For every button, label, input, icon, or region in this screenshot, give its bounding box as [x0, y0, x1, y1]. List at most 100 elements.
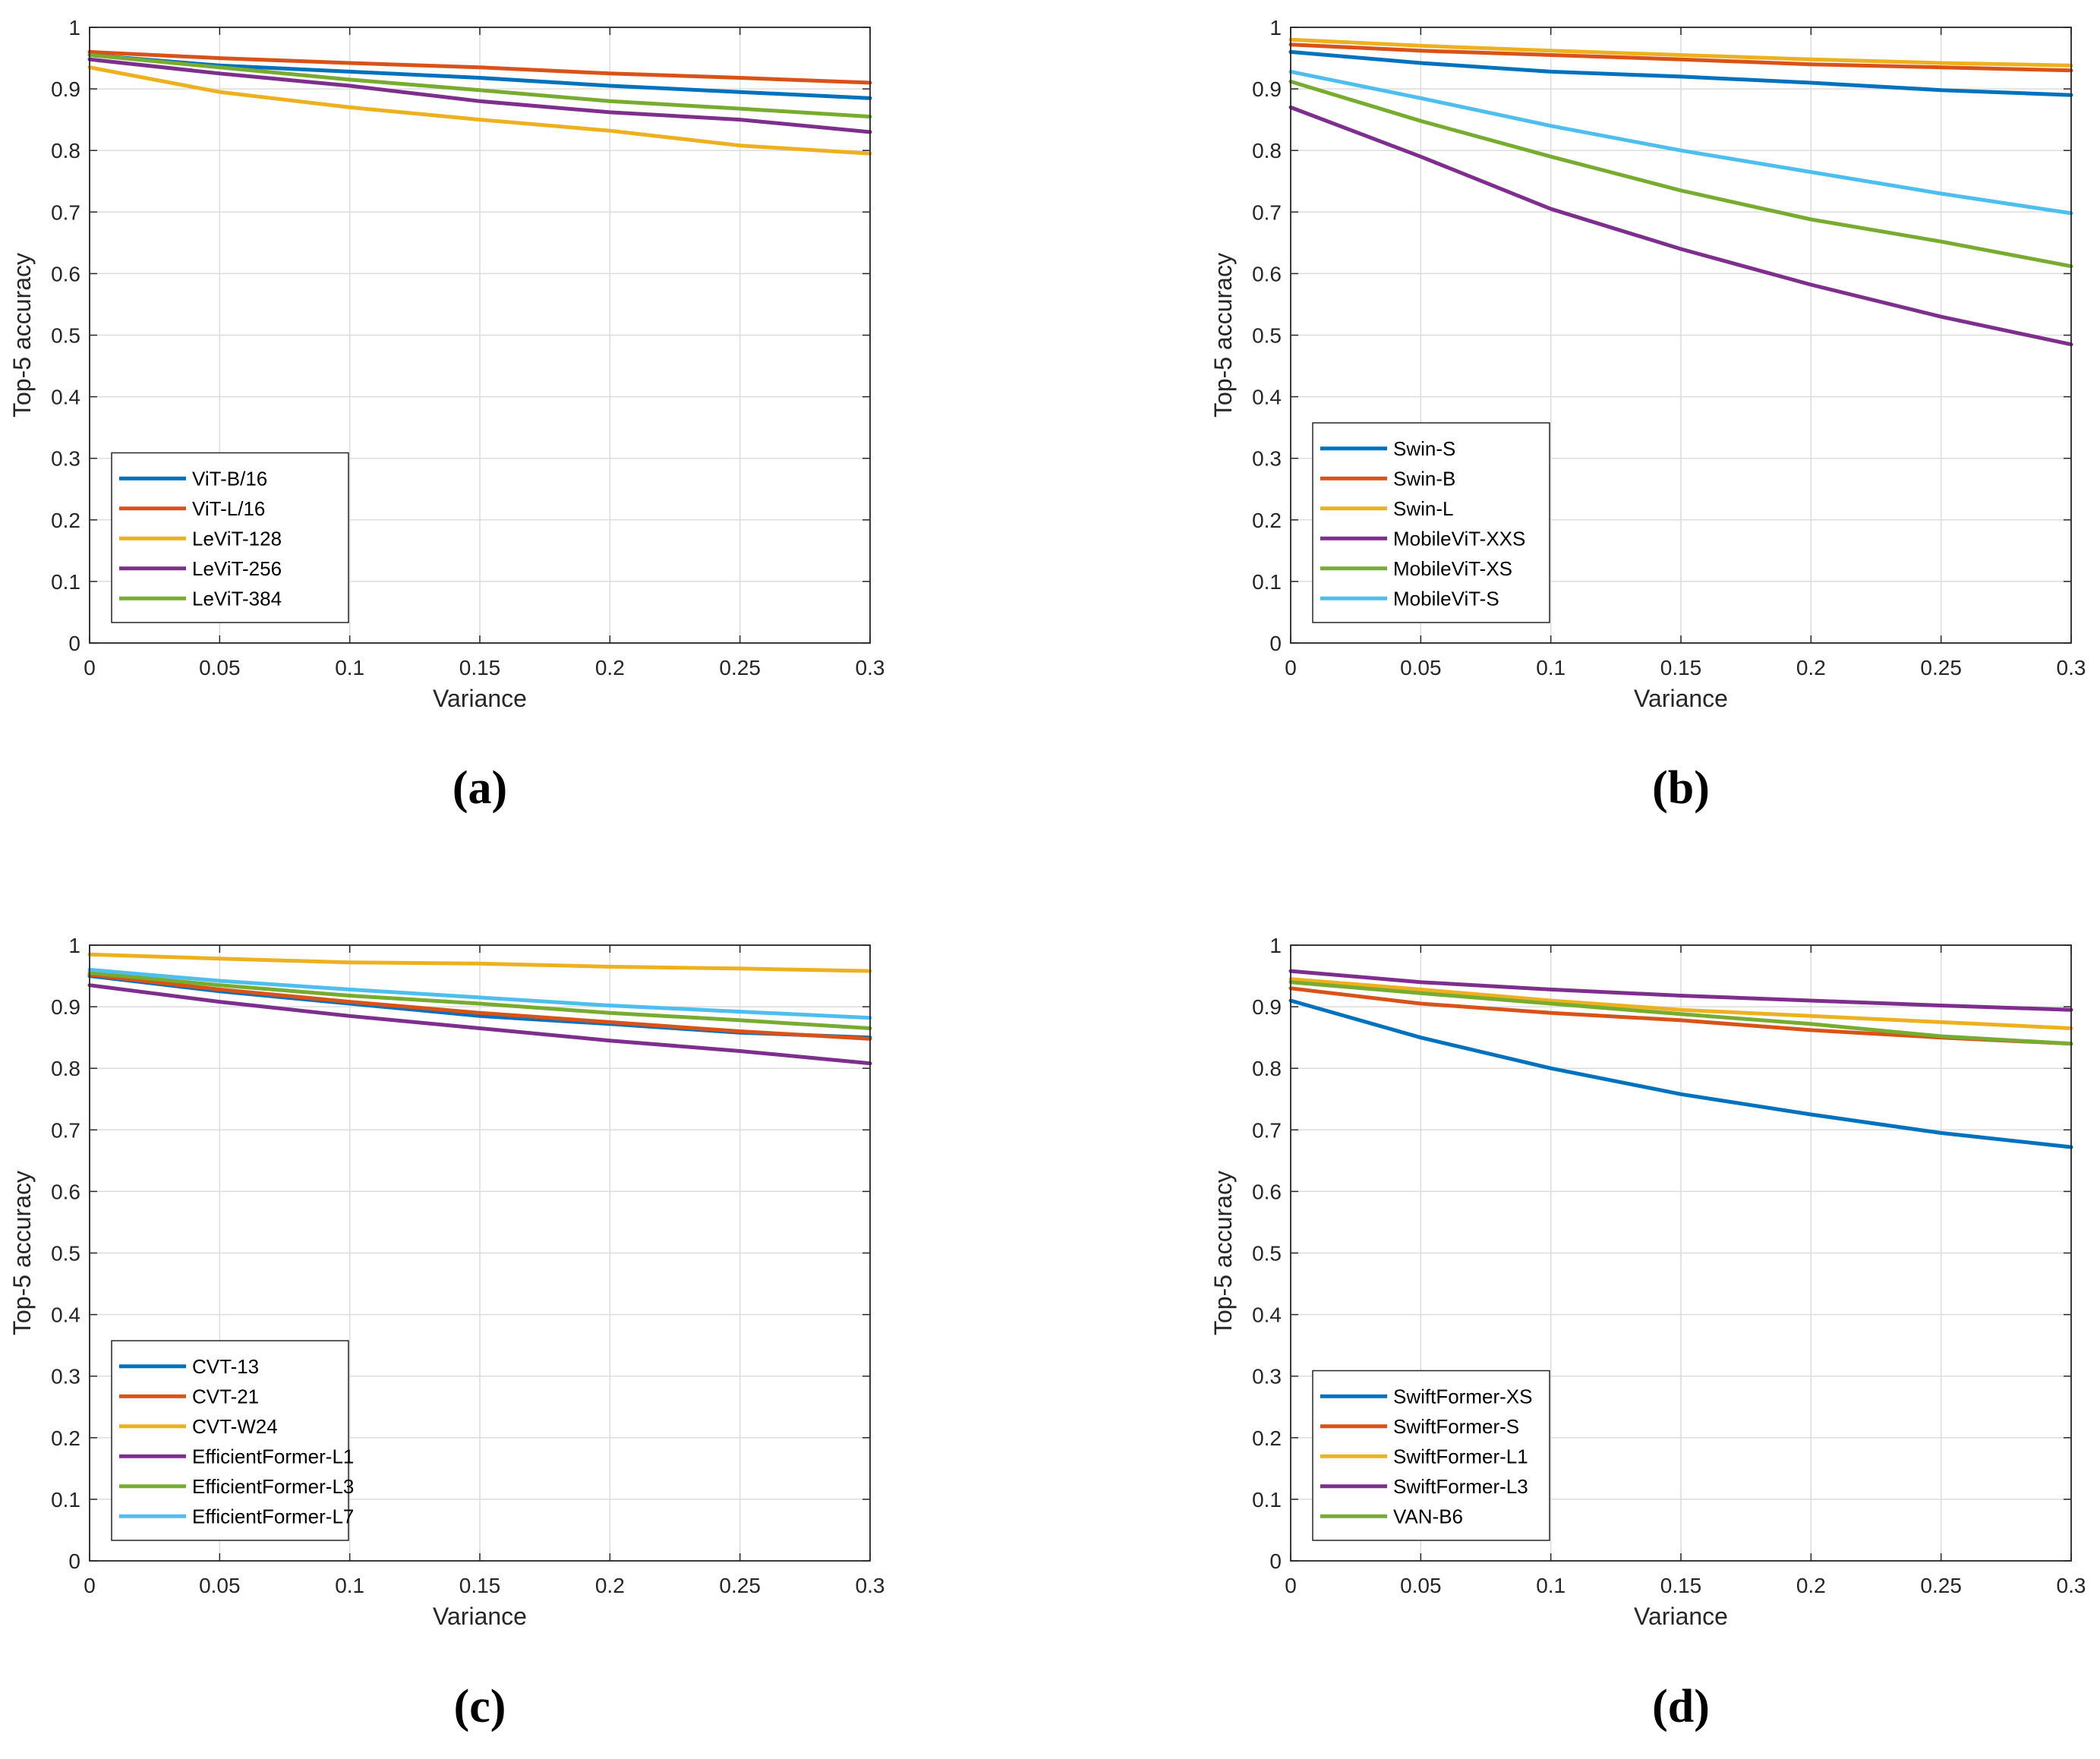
legend-entry: SwiftFormer-L3 [1393, 1475, 1528, 1498]
y-tick-label: 0.7 [51, 1118, 80, 1142]
x-tick-label: 0.25 [1920, 656, 1962, 679]
x-axis-label: Variance [433, 685, 527, 712]
chart-panel-1: 0 0.1 0.2 0.3 0.4 0.5 0.6 0.7 0.8 0.9 1 0 0.05 0.1 0.1… [8, 16, 884, 814]
x-tick-label: 0.15 [459, 1574, 501, 1597]
series-line-mobilevit-xxs [1288, 105, 2073, 347]
series-line-swiftformer-l1 [1288, 977, 2073, 1030]
legend-entry: VAN-B6 [1393, 1505, 1463, 1527]
x-axis-label: Variance [1634, 1603, 1728, 1630]
legend-entry: EfficientFormer-L1 [192, 1445, 354, 1467]
series-line-vit-l-16 [87, 49, 872, 85]
y-tick-label: 0.6 [51, 262, 80, 285]
y-tick-label: 0.5 [1252, 1242, 1282, 1266]
legend-entry: CVT-13 [192, 1355, 259, 1378]
y-tick-label: 0.8 [51, 1057, 80, 1080]
series-line-levit-384 [87, 53, 872, 119]
legend-entry: EfficientFormer-L7 [192, 1505, 354, 1527]
y-tick-label: 0 [68, 1549, 80, 1573]
y-axis-label: Top-5 accuracy [1209, 253, 1237, 418]
y-tick-label: 0.6 [51, 1180, 80, 1203]
y-tick-label: 0.4 [1252, 386, 1282, 409]
panel-caption: (d) [1652, 1681, 1710, 1732]
chart-panel-3: 0 0.1 0.2 0.3 0.4 0.5 0.6 0.7 0.8 0.9 1 0 0.05 0.1 0.1… [8, 934, 884, 1732]
series-line-efficientformer-l7 [87, 967, 872, 1020]
x-tick-label: 0.25 [1920, 1574, 1962, 1597]
legend-box [111, 1340, 349, 1541]
x-tick-label: 0.2 [1796, 656, 1826, 679]
x-tick-label: 0 [1285, 1574, 1297, 1597]
x-tick-label: 0.2 [595, 656, 625, 679]
y-tick-label: 0.5 [51, 324, 80, 348]
series-line-swin-l [1288, 37, 2073, 68]
y-tick-label: 0.3 [51, 447, 80, 471]
legend-entry: SwiftFormer-S [1393, 1415, 1519, 1438]
y-tick-label: 1 [1269, 934, 1282, 957]
x-axis-label: Variance [433, 1603, 527, 1630]
y-tick-label: 0.8 [1252, 1057, 1282, 1080]
legend-entry: LeViT-256 [192, 557, 282, 580]
y-tick-label: 0.1 [51, 570, 80, 594]
y-tick-label: 0.2 [51, 1426, 80, 1450]
y-tick-label: 1 [68, 16, 80, 39]
y-tick-label: 0.8 [51, 139, 80, 162]
y-axis-label: Top-5 accuracy [1209, 1171, 1237, 1335]
axes-box [89, 27, 871, 644]
x-tick-label: 0.1 [1536, 1574, 1566, 1597]
legend-entry: LeViT-384 [192, 587, 282, 610]
legend-entry: CVT-21 [192, 1385, 259, 1408]
chart-panel-2: 0 0.1 0.2 0.3 0.4 0.5 0.6 0.7 0.8 0.9 1 0 0.05 0.1 0.1… [1209, 16, 2086, 814]
legend: Swin-S Swin-B Swin-L MobileViT-XXS MobileViT… [1312, 422, 1550, 623]
x-tick-label: 0 [1285, 656, 1297, 679]
y-tick-label: 0.7 [1252, 200, 1282, 224]
legend-entry: MobileViT-XS [1393, 557, 1512, 580]
chart-panel-4: 0 0.1 0.2 0.3 0.4 0.5 0.6 0.7 0.8 0.9 1 0 0.05 0.1 0.1… [1209, 934, 2086, 1732]
series-line-van-b6 [1288, 980, 2073, 1046]
x-tick-label: 0.3 [2057, 1574, 2086, 1597]
x-tick-label: 0.3 [2057, 656, 2086, 679]
x-tick-label: 0.2 [595, 1574, 625, 1597]
x-tick-label: 0.2 [1796, 1574, 1826, 1597]
y-tick-label: 0.1 [1252, 1488, 1282, 1512]
y-tick-label: 0.2 [1252, 509, 1282, 532]
series-line-efficientformer-l3 [87, 971, 872, 1030]
x-tick-label: 0.25 [719, 1574, 761, 1597]
series-line-swiftformer-l3 [1288, 969, 2073, 1012]
series-line-mobilevit-xs [1288, 79, 2073, 269]
x-tick-label: 0.05 [1400, 1574, 1442, 1597]
x-tick-label: 0.15 [459, 656, 501, 679]
y-tick-label: 0.4 [51, 386, 80, 409]
axes-box [1290, 27, 2072, 644]
x-tick-label: 0 [84, 656, 96, 679]
x-tick-label: 0.15 [1660, 1574, 1702, 1597]
y-tick-label: 0 [1269, 1549, 1282, 1573]
y-tick-label: 0 [68, 632, 80, 655]
y-tick-label: 0.7 [1252, 1118, 1282, 1142]
legend-entry: Swin-S [1393, 437, 1455, 460]
y-axis-label: Top-5 accuracy [8, 1171, 36, 1335]
series-line-mobilevit-s [1288, 69, 2073, 216]
legend-entry: SwiftFormer-L1 [1393, 1445, 1528, 1467]
x-tick-label: 0 [84, 1574, 96, 1597]
legend-box [1312, 422, 1550, 623]
y-tick-label: 0.9 [51, 77, 80, 101]
legend: CVT-13 CVT-21 CVT-W24 EfficientFormer-L1 Eff… [111, 1340, 354, 1541]
x-tick-label: 0.3 [856, 656, 885, 679]
y-tick-label: 1 [68, 934, 80, 957]
panel-caption: (a) [452, 762, 507, 814]
y-tick-label: 0.1 [51, 1488, 80, 1512]
y-tick-label: 0.1 [1252, 570, 1282, 594]
y-tick-label: 0.5 [51, 1242, 80, 1266]
x-tick-label: 0.15 [1660, 656, 1702, 679]
x-tick-label: 0.1 [335, 656, 364, 679]
y-tick-label: 0.6 [1252, 1180, 1282, 1203]
y-tick-label: 0.9 [1252, 77, 1282, 101]
legend-entry: MobileViT-XXS [1393, 527, 1525, 550]
series-line-swin-s [1288, 49, 2073, 97]
series-line-cvt-w24 [87, 952, 872, 973]
legend-entry: CVT-W24 [192, 1415, 278, 1438]
x-tick-label: 0.05 [199, 1574, 241, 1597]
y-tick-label: 0.2 [1252, 1426, 1282, 1450]
axes-box [89, 944, 871, 1562]
y-tick-label: 0.3 [1252, 447, 1282, 471]
